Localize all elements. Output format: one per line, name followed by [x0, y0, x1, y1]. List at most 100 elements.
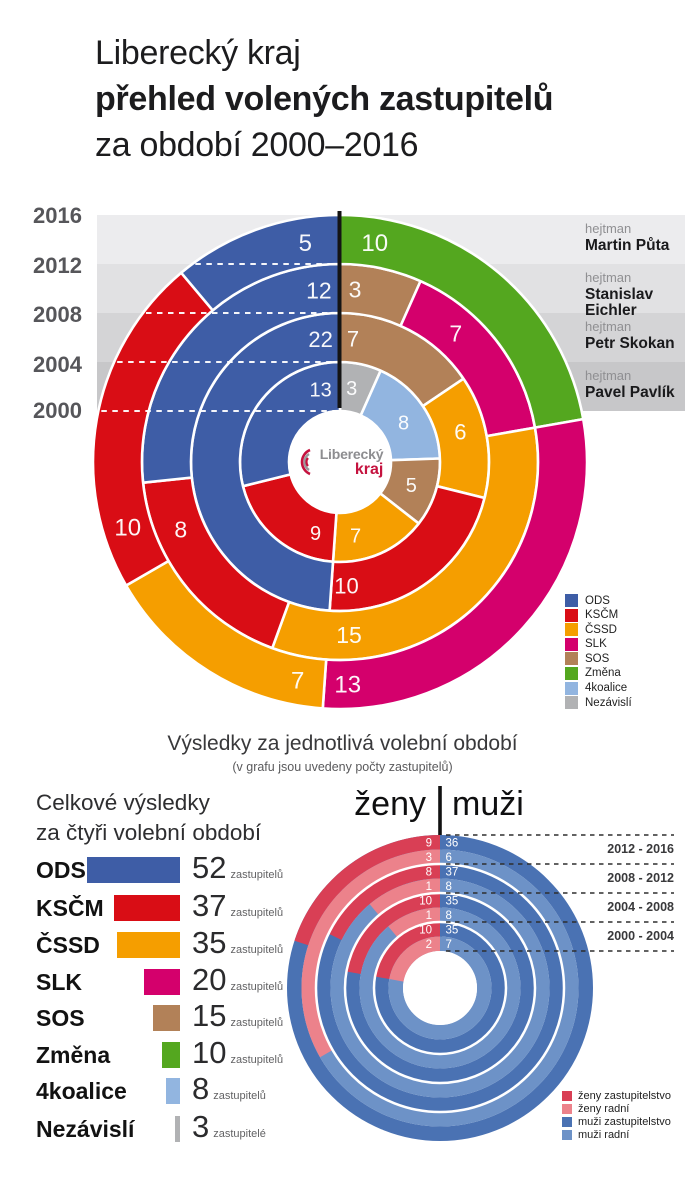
totals-value: 52 — [192, 850, 227, 885]
period-label: 2012 - 2016 — [607, 842, 674, 856]
legend-swatch — [562, 1130, 572, 1140]
total-bar — [165, 1078, 180, 1104]
period-label: 2000 - 2004 — [607, 929, 674, 943]
legend-swatch — [565, 696, 578, 710]
caption-sub: (v grafu jsou uvedeny počty zastupitelů) — [232, 760, 453, 774]
gender-legend-item: ženy radní — [562, 1103, 671, 1115]
gender-legend-item: ženy zastupitelstvo — [562, 1090, 671, 1102]
totals-number: 15 zastupitelů — [192, 998, 284, 1033]
hejtman-block: hejtman Martin Půta — [585, 222, 669, 254]
legend-item-4koalice: 4koalice — [565, 681, 632, 695]
legend-swatch — [562, 1091, 572, 1101]
totals-title-line-2: za čtyři volební období — [36, 820, 262, 845]
legend-label: SLK — [585, 638, 607, 651]
totals-number: 37 zastupitelů — [192, 890, 284, 921]
totals-value: 3 — [192, 1109, 210, 1144]
total-bar — [86, 857, 180, 883]
legend-swatch — [565, 637, 578, 651]
title-line-2: přehled volených zastupitelů — [95, 80, 554, 118]
year-label-2016: 2016 — [33, 203, 82, 228]
legend-label: Nezávislí — [585, 696, 632, 709]
svg-text:8: 8 — [398, 412, 409, 434]
legend-swatch — [565, 666, 578, 680]
totals-value: 35 — [192, 925, 227, 960]
totals-unit: zastupitelů — [230, 1017, 284, 1029]
legend-swatch — [565, 594, 578, 607]
hejtman-name: Petr Skokan — [585, 335, 675, 352]
gender-title-muzi: muži — [452, 785, 524, 823]
legend-label: Změna — [585, 667, 621, 680]
svg-text:10: 10 — [114, 514, 141, 541]
totals-row: KSČM 37 zastupitelů — [36, 890, 336, 921]
totals-party: SOS — [36, 1005, 85, 1031]
gender-legend: ženy zastupitelstvo ženy radní muži zast… — [562, 1090, 671, 1143]
year-label-2000: 2000 — [33, 398, 82, 423]
legend-item-slk: SLK — [565, 637, 632, 651]
totals-number: 52 zastupitelů — [192, 850, 283, 885]
svg-text:13: 13 — [334, 671, 361, 698]
totals-number: 8 zastupitelů — [192, 1071, 266, 1106]
legend-swatch — [562, 1104, 572, 1114]
svg-text:6: 6 — [446, 852, 452, 864]
title-line-1: Liberecký kraj — [95, 34, 301, 72]
hejtman-prefix: hejtman — [585, 270, 632, 285]
liberecky-kraj-logo: Liberecký kraj — [290, 414, 390, 510]
legend-item-ods: ODS — [565, 594, 632, 607]
svg-text:10: 10 — [334, 574, 358, 599]
legend-item-cssd: ČSSD — [565, 623, 632, 637]
legend-label: muži zastupitelstvo — [578, 1116, 671, 1128]
totals-number: 20 zastupitelů — [192, 964, 284, 995]
svg-text:12: 12 — [306, 277, 332, 303]
legend-label: ženy radní — [578, 1103, 630, 1115]
hejtman-prefix: hejtman — [585, 368, 632, 383]
legend-label: ODS — [585, 594, 610, 607]
hejtman-prefix: hejtman — [585, 221, 632, 236]
svg-text:3: 3 — [349, 277, 362, 303]
totals-value: 8 — [192, 1071, 210, 1106]
totals-party: ODS — [36, 857, 86, 883]
legend-item-zmena: Změna — [565, 666, 632, 680]
total-bar — [113, 895, 180, 921]
gender-title-zeny: ženy — [354, 785, 426, 823]
gender-legend-item: muži zastupitelstvo — [562, 1116, 671, 1128]
legend-swatch — [565, 608, 578, 622]
gender-legend-item: muži radní — [562, 1129, 671, 1141]
svg-text:9: 9 — [310, 523, 321, 545]
hejtman-name: Martin Půta — [585, 237, 670, 254]
totals-value: 10 — [192, 1035, 227, 1070]
totals-party: Nezávislí — [36, 1116, 135, 1142]
legend-swatch — [565, 681, 578, 695]
legend-label: muži radní — [578, 1129, 630, 1141]
svg-text:7: 7 — [350, 525, 361, 547]
svg-text:2: 2 — [426, 939, 432, 951]
totals-row: Změna 10 zastupitelů — [36, 1037, 336, 1068]
legend-item-kscm: KSČM — [565, 608, 632, 622]
totals-party: Změna — [36, 1042, 111, 1068]
legend-swatch — [565, 623, 578, 637]
totals-party: ČSSD — [36, 932, 100, 958]
svg-text:7: 7 — [291, 667, 304, 694]
legend-label: 4koalice — [585, 682, 628, 695]
totals-value: 15 — [192, 998, 227, 1033]
hejtman-block: hejtman Stanislav Eichler — [585, 271, 685, 318]
svg-text:3: 3 — [426, 852, 432, 864]
logo-line-1: Liberecký — [319, 445, 384, 462]
totals-unit: zastupitelů — [230, 907, 284, 919]
legend-label: ženy zastupitelstvo — [578, 1090, 671, 1102]
legend-swatch — [565, 652, 578, 666]
svg-text:1: 1 — [426, 881, 432, 893]
hejtman-name: Stanislav Eichler — [585, 286, 654, 319]
svg-text:35: 35 — [446, 924, 459, 936]
legend-item-nezavisli: Nezávislí — [565, 696, 632, 710]
totals-unit: zastupitelů — [230, 981, 284, 993]
totals-row: ČSSD 35 zastupitelů — [36, 927, 336, 958]
total-bar — [153, 1005, 180, 1031]
hejtman-prefix: hejtman — [585, 319, 632, 334]
totals-unit: zastupitelů — [230, 1054, 284, 1066]
totals-unit: zastupitelů — [213, 1090, 266, 1102]
total-bar — [117, 932, 180, 958]
hejtman-name: Pavel Pavlík — [585, 384, 675, 401]
totals-unit: zastupitelů — [230, 944, 284, 956]
svg-text:22: 22 — [308, 327, 332, 352]
year-label-2008: 2008 — [33, 302, 82, 327]
